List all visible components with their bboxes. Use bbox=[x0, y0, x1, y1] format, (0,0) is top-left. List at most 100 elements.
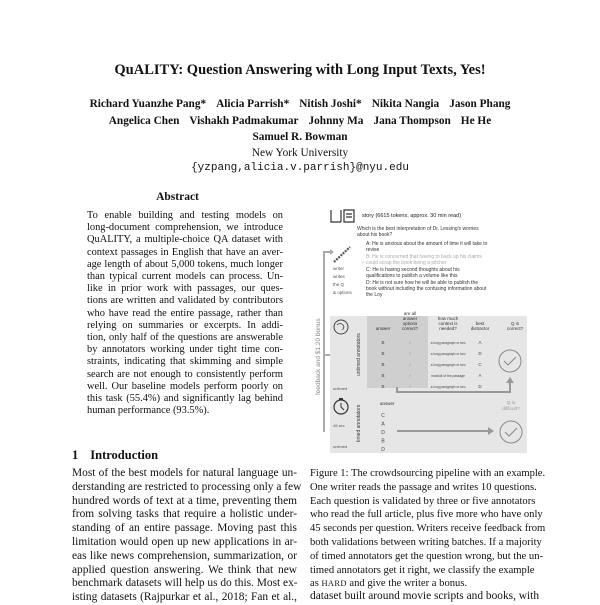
option-line: book without including the confusing inf… bbox=[366, 286, 487, 292]
text-line: by annotators working under tight time c… bbox=[87, 344, 283, 356]
timed-answer: C bbox=[381, 413, 385, 419]
story-label: story (6615 tokens, approx. 30 min read) bbox=[362, 213, 461, 219]
timed-answer: B bbox=[381, 439, 385, 445]
writer-label-line: the Q bbox=[333, 282, 345, 287]
feedback-label: feedback and $1.20 bonus bbox=[315, 318, 322, 395]
authors-row-1: Richard Yuanzhe Pang* Alicia Parrish* Niti… bbox=[0, 98, 600, 110]
pencil-icon bbox=[333, 246, 351, 263]
context-needed: a long paragraph or two bbox=[431, 352, 466, 356]
timed-answer: A bbox=[381, 422, 385, 428]
text-line: as HARD and give the writer a bonus. bbox=[310, 578, 468, 590]
column-header: are all bbox=[404, 311, 416, 316]
untimed-annotators-label: untimed annotators bbox=[356, 333, 362, 376]
text-line: relying on summaries or excerpts. In add… bbox=[87, 319, 283, 331]
text-line: benchmark datasets will help us do this.… bbox=[72, 577, 298, 590]
introduction-body: Most of the best models for natural lang… bbox=[72, 467, 302, 605]
options-correct-check: ✓ bbox=[408, 384, 412, 389]
text-line: from solving tasks that require a holist… bbox=[72, 508, 297, 521]
writer-label-line: writes bbox=[333, 274, 346, 279]
options-correct-check: ✓ bbox=[408, 373, 412, 378]
timed-time: 45 sec bbox=[333, 423, 345, 428]
text-line: limitation would open up new application… bbox=[72, 535, 297, 548]
authors-row-2: Angelica Chen Vishakh Padmakumar Johnny Ma… bbox=[0, 115, 600, 127]
brain-icon bbox=[333, 319, 349, 335]
writer-label: writer writes the Q & options bbox=[333, 266, 353, 295]
text-line: tions are written and validated by contr… bbox=[87, 295, 283, 307]
text-line: eas like news comprehension, summarizati… bbox=[72, 549, 297, 562]
right-column-text: dataset built around movie scripts and b… bbox=[310, 590, 540, 602]
context-needed: a long paragraph or two bbox=[431, 363, 466, 367]
author-name: Samuel R. Bowman bbox=[252, 131, 348, 143]
author-name: Angelica Chen bbox=[108, 115, 180, 127]
text-line: search are not enough to consistently pe… bbox=[87, 368, 283, 380]
column-header: best bbox=[476, 321, 485, 326]
column-header: correct? bbox=[507, 326, 524, 331]
section-number: 1 bbox=[72, 448, 79, 462]
text-line: like in prior work with passages, our qu… bbox=[87, 283, 283, 295]
option-line: the Loy bbox=[366, 292, 383, 298]
options-correct-check: ✓ bbox=[408, 362, 412, 367]
writer-label-line: & options bbox=[333, 290, 353, 295]
column-header: options bbox=[403, 321, 418, 326]
section-heading-introduction: 1 Introduction bbox=[72, 448, 158, 463]
column-header: context is bbox=[438, 321, 458, 326]
text-line: this task (55.4%) and significantly lag … bbox=[87, 393, 283, 405]
text-line: One writer reads the passage and writes … bbox=[310, 481, 537, 493]
timed-time-2: untimed bbox=[333, 444, 347, 449]
author-name: Alicia Parrish* bbox=[216, 98, 290, 110]
authors-row-3: Samuel R. Bowman bbox=[0, 131, 600, 143]
text-line: context passages in English that have an… bbox=[87, 246, 283, 258]
affiliation: New York University bbox=[251, 147, 349, 159]
column-header: how much bbox=[438, 316, 459, 321]
column-header: answer bbox=[376, 326, 391, 331]
option-line: C: He is having second thoughts about hi… bbox=[366, 267, 460, 273]
author-name: Jason Phang bbox=[449, 98, 511, 110]
timed-annotators-label: timed annotators bbox=[356, 404, 362, 442]
section-title: Introduction bbox=[90, 448, 159, 462]
best-distractor: D bbox=[478, 384, 482, 389]
context-needed: a long paragraph or two bbox=[431, 341, 466, 345]
context-needed: most/all of the passage bbox=[431, 374, 465, 378]
column-header: distractor bbox=[471, 326, 490, 331]
column-header: needed? bbox=[439, 326, 457, 331]
author-name: Nitish Joshi* bbox=[299, 98, 362, 110]
untimed-time: untimed bbox=[333, 386, 347, 391]
untimed-answer-box bbox=[367, 316, 428, 388]
text-line: than typical current models can process.… bbox=[87, 271, 283, 283]
text-line: applied question answering. We think tha… bbox=[72, 563, 297, 576]
text-line: of timed annotators get the question wro… bbox=[310, 550, 544, 562]
untimed-arrow bbox=[396, 382, 511, 393]
difficult-label: Q is difficult? bbox=[502, 400, 520, 412]
difficult-check-icon bbox=[499, 420, 523, 444]
abstract-heading: Abstract bbox=[156, 191, 199, 203]
abstract-body: To enable building and testing models on… bbox=[87, 210, 283, 417]
options-correct-check: ✓ bbox=[408, 351, 412, 356]
option-line: A: He is anxious about the amount of tim… bbox=[366, 241, 488, 247]
column-header: Q is bbox=[511, 321, 520, 326]
untimed-answer: B bbox=[381, 340, 384, 345]
figure-caption: Figure 1: The crowdsourcing pipeline wit… bbox=[310, 467, 545, 591]
option-line: B: He is concerned that having to back u… bbox=[366, 254, 482, 260]
author-name: Richard Yuanzhe Pang* bbox=[89, 98, 207, 110]
untimed-answer: B bbox=[381, 362, 384, 367]
best-distractor: C bbox=[478, 362, 482, 367]
book-icon bbox=[330, 209, 355, 223]
question-line: Which is the best interpretation of Dr. … bbox=[357, 226, 479, 232]
text-line: straints, indicating that skimming and s… bbox=[87, 356, 283, 368]
text-line: human performance (93.5%). bbox=[87, 405, 210, 417]
column-header: correct? bbox=[402, 326, 419, 331]
feedback-arrow bbox=[323, 251, 330, 432]
text-line: isting datasets (Rajpurkar et al., 2018;… bbox=[72, 591, 297, 604]
text-line: tion, only half of the questions are ans… bbox=[87, 332, 283, 344]
option-line: could scrap the book being a pitcher bbox=[366, 260, 447, 266]
text-line: standing of an entire passage. Moving pa… bbox=[72, 522, 297, 535]
text-line: Most of the best models for natural lang… bbox=[72, 467, 297, 479]
text-line: both validations between writing batches… bbox=[310, 536, 542, 548]
text-line: timed annotators get it right, we classi… bbox=[310, 564, 535, 576]
best-distractor: D bbox=[478, 351, 482, 356]
best-distractor: A bbox=[478, 340, 481, 345]
text-line: derstanding are restricted to processing… bbox=[72, 480, 302, 493]
text-line: QuALITY, a multiple-choice QA dataset wi… bbox=[87, 234, 283, 246]
